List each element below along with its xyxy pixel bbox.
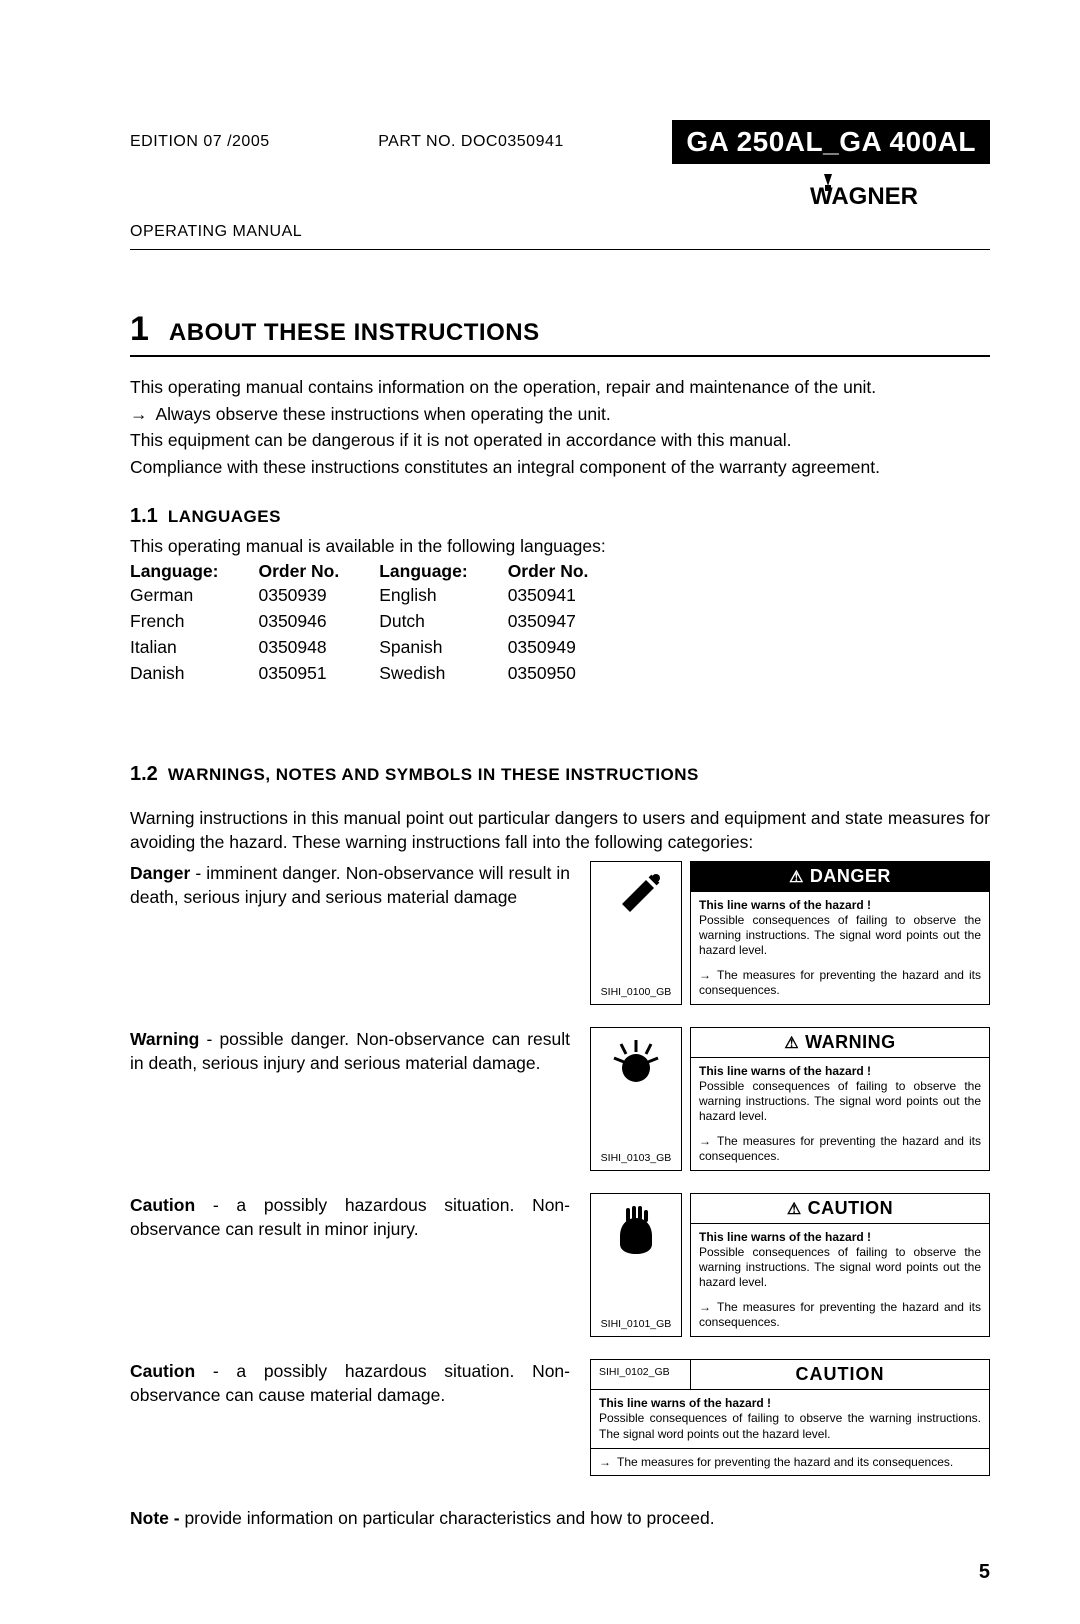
warning-icon-cell: SIHI_0103_GB bbox=[590, 1027, 682, 1171]
cell: Dutch bbox=[379, 608, 507, 634]
cell: 0350951 bbox=[258, 660, 379, 686]
warning-box: SIHI_0103_GB ⚠WARNING This line warns of… bbox=[590, 1027, 990, 1171]
cell: 0350941 bbox=[508, 582, 629, 608]
section-1-2-number: 1.2 bbox=[130, 763, 158, 786]
explosion-hazard-icon bbox=[606, 1034, 666, 1094]
section1-p1: This operating manual contains informati… bbox=[130, 375, 990, 400]
section1-p2: Always observe these instructions when o… bbox=[130, 402, 990, 427]
warning-triangle-icon: ⚠ bbox=[789, 869, 804, 886]
caution-description: Caution - a possibly hazardous situation… bbox=[130, 1193, 570, 1242]
edition-label: EDITION 07 /2005 bbox=[130, 133, 270, 151]
note-line: Note - provide information on particular… bbox=[130, 1506, 990, 1531]
operating-manual-label: OPERATING MANUAL bbox=[130, 223, 990, 241]
danger-body: This line warns of the hazard ! Possible… bbox=[691, 892, 989, 1004]
col-order-1: Order No. bbox=[258, 561, 379, 582]
section-1-2-intro: Warning instructions in this manual poin… bbox=[130, 806, 990, 855]
caution2-description: Caution - a possibly hazardous situation… bbox=[130, 1359, 570, 1408]
cell: 0350939 bbox=[258, 582, 379, 608]
cell: English bbox=[379, 582, 507, 608]
cell: 0350948 bbox=[258, 634, 379, 660]
caution2-header: CAUTION bbox=[691, 1360, 989, 1389]
table-row: French 0350946 Dutch 0350947 bbox=[130, 608, 628, 634]
table-row: Italian 0350948 Spanish 0350949 bbox=[130, 634, 628, 660]
caution2-body: This line warns of the hazard ! Possible… bbox=[591, 1390, 989, 1450]
cell: 0350950 bbox=[508, 660, 629, 686]
injection-hazard-icon bbox=[606, 868, 666, 928]
section1-p3: This equipment can be dangerous if it is… bbox=[130, 428, 990, 453]
cell: Swedish bbox=[379, 660, 507, 686]
cell: French bbox=[130, 608, 258, 634]
caution2-code: SIHI_0102_GB bbox=[591, 1360, 691, 1389]
cell: Danish bbox=[130, 660, 258, 686]
section-1-1-number: 1.1 bbox=[130, 505, 158, 528]
section-1-number: 1 bbox=[130, 310, 149, 349]
page: EDITION 07 /2005 PART NO. DOC0350941 GA … bbox=[0, 0, 1080, 1624]
danger-code: SIHI_0100_GB bbox=[601, 982, 672, 998]
danger-box: SIHI_0100_GB ⚠DANGER This line warns of … bbox=[590, 861, 990, 1005]
section-1-1-intro: This operating manual is available in th… bbox=[130, 534, 990, 559]
warning-triangle-icon: ⚠ bbox=[784, 1035, 799, 1052]
header-rule bbox=[130, 249, 990, 250]
cell: Italian bbox=[130, 634, 258, 660]
warning-header: ⚠WARNING bbox=[691, 1028, 989, 1058]
col-language-1: Language: bbox=[130, 561, 258, 582]
caution2-box: SIHI_0102_GB CAUTION This line warns of … bbox=[590, 1359, 990, 1477]
danger-icon-cell: SIHI_0100_GB bbox=[590, 861, 682, 1005]
section-1-rule bbox=[130, 355, 990, 357]
section-1-heading: 1 ABOUT THESE INSTRUCTIONS bbox=[130, 310, 990, 349]
header-row: EDITION 07 /2005 PART NO. DOC0350941 GA … bbox=[130, 120, 990, 164]
caution-box: SIHI_0101_GB ⚠CAUTION This line warns of… bbox=[590, 1193, 990, 1337]
danger-description: Danger - imminent danger. Non-observance… bbox=[130, 861, 570, 910]
table-header-row: Language: Order No. Language: Order No. bbox=[130, 561, 628, 582]
table-row: Danish 0350951 Swedish 0350950 bbox=[130, 660, 628, 686]
danger-header: ⚠DANGER bbox=[691, 862, 989, 892]
table-row: German 0350939 English 0350941 bbox=[130, 582, 628, 608]
cell: 0350947 bbox=[508, 608, 629, 634]
col-order-2: Order No. bbox=[508, 561, 629, 582]
cell: 0350949 bbox=[508, 634, 629, 660]
languages-table: Language: Order No. Language: Order No. … bbox=[130, 561, 628, 687]
svg-text:WAGNER: WAGNER bbox=[810, 183, 918, 206]
warning-triangle-icon: ⚠ bbox=[787, 1201, 802, 1218]
caution2-measures: The measures for preventing the hazard a… bbox=[591, 1449, 989, 1475]
warning-description: Warning - possible danger. Non-observanc… bbox=[130, 1027, 570, 1076]
caution-code: SIHI_0101_GB bbox=[601, 1314, 672, 1330]
warning-body: This line warns of the hazard ! Possible… bbox=[691, 1058, 989, 1170]
cell: German bbox=[130, 582, 258, 608]
cell: Spanish bbox=[379, 634, 507, 660]
model-badge: GA 250AL_GA 400AL bbox=[672, 120, 990, 164]
caution-icon-cell: SIHI_0101_GB bbox=[590, 1193, 682, 1337]
warning-code: SIHI_0103_GB bbox=[601, 1148, 672, 1164]
section-1-1-heading: 1.1 LANGUAGES bbox=[130, 505, 990, 528]
section-1-1-title: LANGUAGES bbox=[168, 507, 281, 527]
caution2-row: Caution - a possibly hazardous situation… bbox=[130, 1359, 990, 1493]
caution-body: This line warns of the hazard ! Possible… bbox=[691, 1224, 989, 1336]
hand-hazard-icon bbox=[606, 1200, 666, 1260]
part-number-label: PART NO. DOC0350941 bbox=[378, 133, 564, 151]
cell: 0350946 bbox=[258, 608, 379, 634]
col-language-2: Language: bbox=[379, 561, 507, 582]
logo-row: WAGNER bbox=[130, 172, 990, 211]
section-1-2-title: WARNINGS, NOTES AND SYMBOLS IN THESE INS… bbox=[168, 765, 699, 785]
caution-header: ⚠CAUTION bbox=[691, 1194, 989, 1224]
page-number: 5 bbox=[130, 1561, 990, 1584]
section1-p4: Compliance with these instructions const… bbox=[130, 455, 990, 480]
caution-row: Caution - a possibly hazardous situation… bbox=[130, 1193, 990, 1353]
section-1-2-heading: 1.2 WARNINGS, NOTES AND SYMBOLS IN THESE… bbox=[130, 763, 990, 786]
section-1-title: ABOUT THESE INSTRUCTIONS bbox=[169, 319, 540, 347]
wagner-logo: WAGNER bbox=[810, 172, 990, 211]
warning-row: Warning - possible danger. Non-observanc… bbox=[130, 1027, 990, 1187]
danger-row: Danger - imminent danger. Non-observance… bbox=[130, 861, 990, 1021]
